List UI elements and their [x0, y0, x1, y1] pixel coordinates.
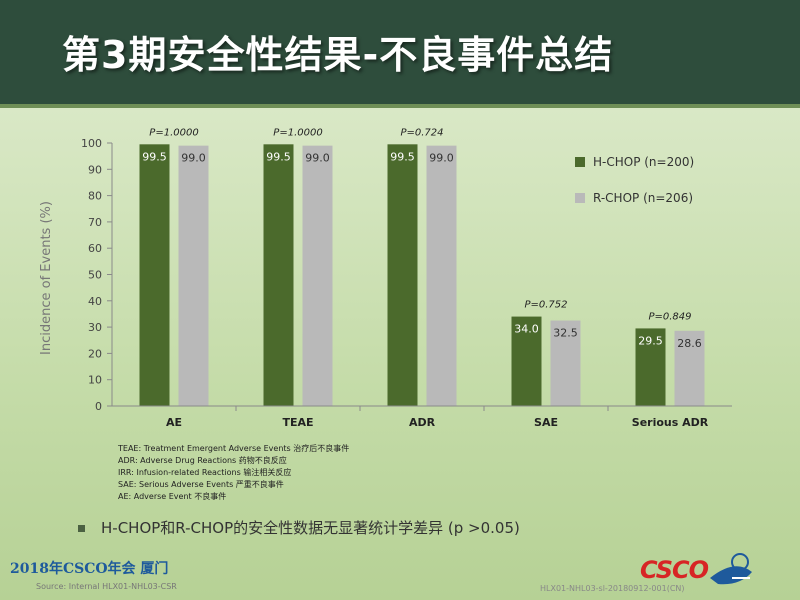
p-value-label: P=1.0000	[273, 127, 322, 138]
x-tick-label: AE	[166, 416, 182, 429]
y-tick-label: 80	[88, 190, 102, 203]
p-value-label: P=1.0000	[149, 127, 198, 138]
csco-logo-icon	[710, 553, 752, 585]
bar-value-label: 99.0	[305, 152, 330, 165]
bar-data-labels: 99.5 99.0 99.5 99.0 99.5 99.0 34.0 32.5 29.5 28.6	[142, 150, 702, 349]
y-tick-label: 70	[88, 216, 102, 229]
bar-r-chop	[302, 145, 333, 406]
bar-r-chop	[550, 320, 581, 406]
logo-text: CSCO	[640, 556, 709, 584]
bar-value-label: 28.6	[677, 337, 702, 350]
bar-marks	[139, 144, 705, 406]
note-line: TEAE: Treatment Emergent Adverse Events …	[118, 444, 350, 453]
chart-legend: H-CHOP (n=200) R-CHOP (n=206)	[575, 155, 694, 205]
y-axis-label: Incidence of Events (%)	[39, 201, 54, 355]
summary-text: H-CHOP和R-CHOP的安全性数据无显著统计学差异 (p >0.05)	[101, 519, 520, 537]
note-line: SAE: Serious Adverse Events 严重不良事件	[118, 480, 284, 489]
legend-swatch	[575, 193, 585, 203]
note-line: IRR: Infusion-related Reactions 输注相关反应	[118, 468, 292, 477]
y-tick-label: 90	[88, 163, 102, 176]
bar-value-label: 99.0	[429, 152, 454, 165]
bar-r-chop	[178, 145, 209, 406]
abbreviation-notes: TEAE: Treatment Emergent Adverse Events …	[118, 443, 349, 503]
note-line: ADR: Adverse Drug Reactions 药物不良反应	[118, 456, 287, 465]
bar-value-label: 99.0	[181, 152, 206, 165]
note-line: AE: Adverse Event 不良事件	[118, 492, 227, 501]
bar-r-chop	[426, 145, 457, 406]
y-axis-ticks: 0 10 20 30 40 50 60 70 80 90 100	[81, 137, 112, 413]
x-tick-label: ADR	[409, 416, 436, 429]
p-value-label: P=0.724	[400, 127, 443, 138]
y-tick-label: 40	[88, 295, 102, 308]
document-code: HLX01-NHL03-sl-20180912-001(CN)	[540, 584, 685, 593]
event-name: 2018年CSCO年会 厦门	[10, 561, 169, 577]
bar-h-chop	[635, 328, 666, 406]
x-axis-ticks: AE TEAE ADR SAE Serious ADR	[166, 406, 709, 429]
square-bullet-icon	[78, 525, 85, 532]
y-tick-label: 10	[88, 374, 102, 387]
csco-logo: CSCO	[640, 548, 760, 588]
bar-h-chop	[139, 144, 170, 406]
p-value-label: P=0.849	[648, 311, 691, 322]
source-note: Source: Internal HLX01-NHL03-CSR	[36, 582, 177, 591]
y-tick-label: 30	[88, 321, 102, 334]
p-value-label: P=0.752	[524, 300, 567, 311]
bar-h-chop	[387, 144, 418, 406]
bar-value-label: 32.5	[553, 327, 578, 340]
y-tick-label: 20	[88, 347, 102, 360]
y-tick-label: 50	[88, 269, 102, 282]
bar-value-label: 29.5	[638, 334, 663, 347]
legend-label: H-CHOP (n=200)	[593, 155, 694, 169]
p-value-labels: P=1.0000 P=1.0000 P=0.724 P=0.752 P=0.849	[149, 127, 691, 322]
summary-statement: H-CHOP和R-CHOP的安全性数据无显著统计学差异 (p >0.05)	[78, 517, 520, 538]
page-title: 第3期安全性结果-不良事件总结	[62, 33, 614, 77]
title-bar: 第3期安全性结果-不良事件总结	[0, 0, 800, 108]
bar-value-label: 99.5	[266, 150, 291, 163]
x-tick-label: SAE	[534, 416, 558, 429]
y-tick-label: 60	[88, 242, 102, 255]
bar-h-chop	[263, 144, 294, 406]
bar-value-label: 99.5	[390, 150, 415, 163]
y-tick-label: 0	[95, 400, 102, 413]
legend-label: R-CHOP (n=206)	[593, 191, 693, 205]
legend-swatch	[575, 157, 585, 167]
bar-h-chop	[511, 316, 542, 406]
x-tick-label: TEAE	[282, 416, 313, 429]
bar-chart: Incidence of Events (%) 0 10 20 30 40 50 60 70 8…	[39, 127, 732, 429]
bar-r-chop	[674, 330, 705, 406]
bar-value-label: 99.5	[142, 150, 167, 163]
x-tick-label: Serious ADR	[632, 416, 709, 429]
y-tick-label: 100	[81, 137, 102, 150]
bar-value-label: 34.0	[514, 323, 539, 336]
